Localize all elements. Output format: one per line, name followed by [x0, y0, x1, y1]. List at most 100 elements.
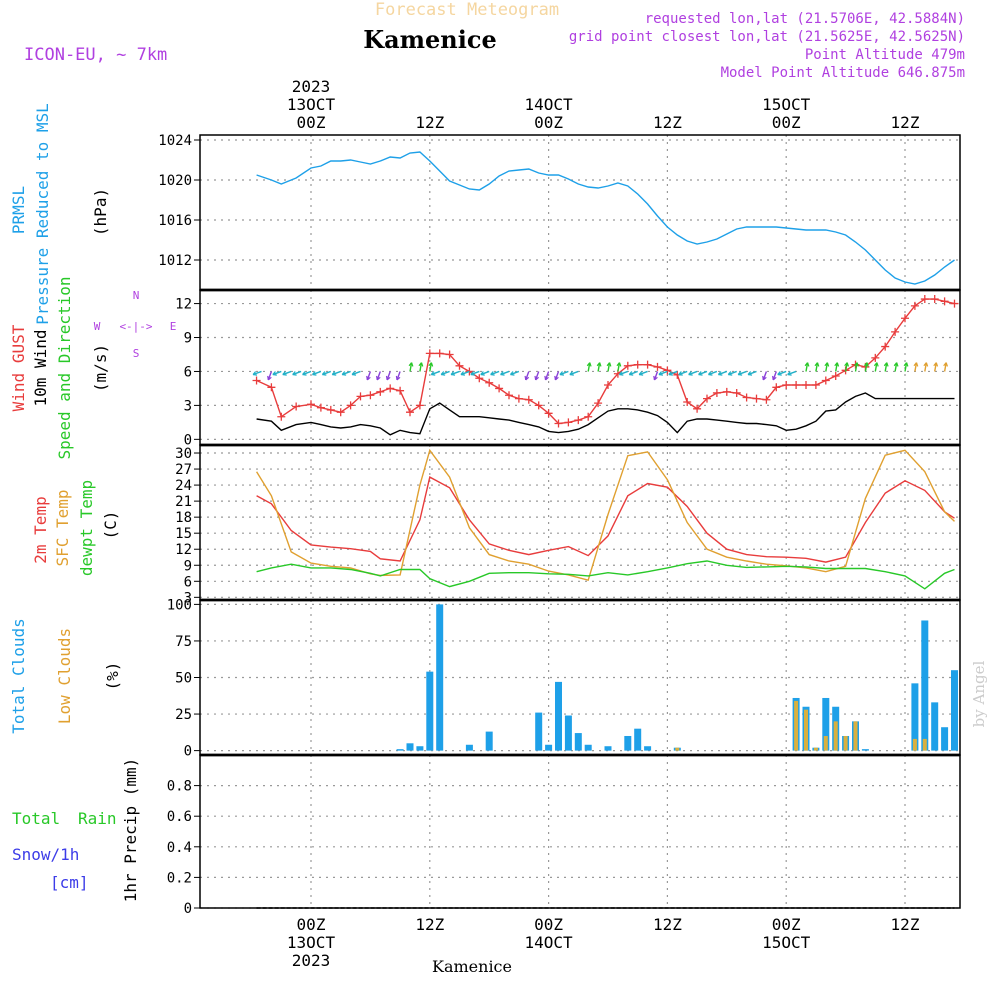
wind-arrow-head — [500, 371, 505, 376]
wind-arrow — [607, 362, 611, 372]
wind-arrow — [396, 371, 401, 381]
y-tick-label: 0.6 — [167, 809, 192, 825]
bar-low-cloud — [853, 721, 858, 751]
temp-unit-label: (C) — [101, 511, 120, 540]
wind-arrow — [844, 362, 848, 372]
compass-rose: N W <-|-> E S — [94, 289, 177, 360]
wind-arrow — [267, 371, 273, 381]
time-label: 13OCT — [287, 95, 336, 114]
bar-total-cloud — [485, 731, 493, 751]
wind-arrow-head — [252, 371, 258, 376]
bar-total-cloud — [822, 697, 830, 751]
wind-arrow-head — [747, 371, 753, 376]
wind-arrow-head — [596, 362, 602, 367]
wind-arrow — [894, 362, 898, 372]
panel-frame — [199, 754, 961, 909]
wind-arrow-head — [341, 371, 347, 376]
bar-total-cloud — [574, 733, 582, 751]
y-tick-label: 25 — [175, 707, 192, 723]
gust-marker — [594, 399, 603, 408]
y-tick-label: 24 — [175, 478, 192, 494]
wind-arrow — [460, 370, 470, 376]
prmsl-label: PRMSL — [9, 186, 28, 234]
gust-marker — [920, 295, 929, 304]
bar-total-cloud — [951, 670, 958, 751]
wind-arrow — [525, 371, 530, 381]
bar-total-cloud — [604, 746, 612, 751]
wind-arrow-head — [554, 375, 559, 381]
wind-arrow — [351, 370, 361, 376]
wind-arrow — [500, 370, 510, 376]
wind-arrow — [480, 370, 490, 376]
wind-arrow — [874, 362, 878, 372]
gust-marker — [346, 401, 355, 410]
time-label: 15OCT — [762, 933, 811, 952]
wind-arrow-head — [913, 362, 919, 367]
bar-low-cloud — [804, 709, 808, 751]
precip-unit-label: 1hr Precip (mm) — [121, 758, 140, 903]
gust-marker — [891, 327, 900, 336]
y-tick-label: 9 — [184, 558, 192, 574]
gust-marker — [455, 361, 464, 370]
wind-arrow — [718, 370, 728, 376]
bar-total-cloud — [396, 749, 404, 751]
wind-arrow-head — [376, 375, 381, 381]
y-tick-label: 100 — [167, 597, 192, 613]
wind-arrow-head — [824, 362, 830, 367]
gust-marker — [950, 299, 959, 308]
bar-total-cloud — [861, 749, 869, 751]
bar-total-cloud — [941, 727, 949, 751]
gust-marker — [292, 402, 301, 411]
gust-marker — [663, 366, 672, 375]
gust-marker — [356, 392, 365, 401]
gust-marker — [811, 381, 820, 390]
y-tick-label: 1016 — [158, 213, 192, 229]
precip-total-label: Total — [12, 809, 60, 828]
y-tick-label: 0 — [184, 432, 192, 448]
y-tick-label: 1020 — [158, 173, 192, 189]
gust-marker — [316, 403, 325, 412]
series-line-sfc-temp — [256, 448, 955, 582]
wind-arrow — [772, 371, 777, 381]
gust-marker — [762, 395, 771, 404]
wind-arrow — [332, 370, 341, 376]
gust-marker — [782, 381, 791, 390]
pressure-desc-label: Pressure Reduced to MSL — [33, 103, 52, 325]
y-tick-label: 0.2 — [167, 870, 192, 886]
y-tick-label: 18 — [175, 510, 192, 526]
wind-arrow — [559, 370, 569, 376]
snow-label: Snow/1h — [12, 845, 79, 864]
compass-n: N — [133, 289, 140, 302]
gust-marker — [693, 404, 702, 413]
gust-marker — [584, 412, 593, 421]
wind-arrow-head — [658, 371, 664, 376]
gust-marker — [683, 398, 692, 407]
time-label: 12Z — [415, 113, 444, 132]
wind-arrow — [835, 362, 838, 372]
gust-marker — [307, 400, 315, 409]
y-tick-label: 6 — [184, 364, 192, 380]
wind-arrow — [805, 362, 809, 372]
wind-arrow — [544, 371, 550, 381]
wind-arrow — [341, 370, 351, 376]
wind-arrow-head — [586, 362, 592, 367]
bar-low-cloud — [843, 735, 848, 751]
wind-arrow — [688, 370, 698, 376]
wind-arrow-head — [854, 362, 859, 367]
gust-label: Wind GUST — [9, 324, 28, 411]
bar-low-cloud — [794, 700, 799, 751]
y-tick-label: 15 — [175, 526, 192, 542]
gust-marker — [712, 388, 721, 397]
bar-low-cloud — [813, 747, 818, 751]
bar-low-cloud — [823, 735, 828, 751]
wind-arrow — [708, 370, 718, 376]
compass-w: W — [94, 320, 101, 333]
time-label: 2023 — [292, 951, 331, 970]
time-label: 12Z — [891, 915, 920, 934]
wind-arrow-head — [302, 371, 307, 376]
wind-arrow — [914, 362, 918, 372]
gust-marker — [930, 295, 939, 304]
wind-arrow — [366, 371, 372, 381]
wind-arrow-head — [606, 362, 612, 367]
